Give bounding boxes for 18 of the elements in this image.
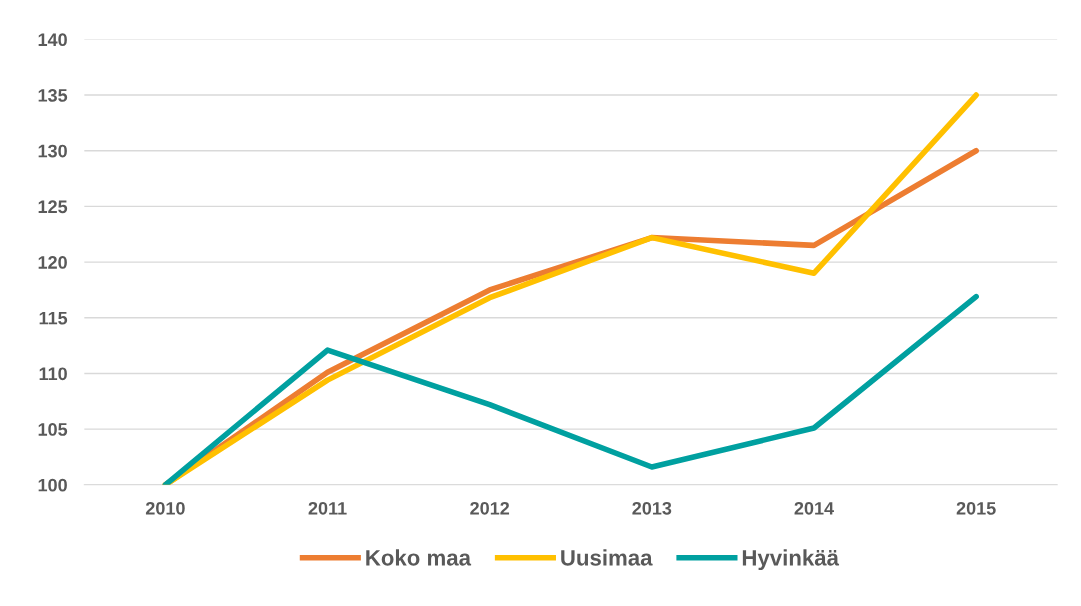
x-tick-label: 2010 [145, 501, 185, 515]
y-tick-label: 130 [38, 144, 67, 158]
y-tick-label: 105 [38, 423, 68, 436]
y-tick-label: 115 [39, 311, 68, 325]
y-tick-label: 125 [38, 200, 68, 214]
x-tick-label: 2011 [308, 501, 347, 515]
x-tick-label: 2013 [632, 501, 672, 515]
x-tick-label: 2012 [470, 501, 510, 515]
x-tick-label: 2014 [794, 501, 834, 515]
legend-label: Hyvinkää [742, 549, 840, 571]
y-tick-label: 135 [38, 89, 68, 102]
x-tick-label: 2015 [956, 501, 996, 515]
legend-label: Koko maa [366, 549, 472, 566]
y-tick-label: 120 [38, 256, 67, 269]
y-tick-label: 100 [38, 478, 67, 492]
y-tick-label: 110 [39, 367, 67, 381]
legend-label: Uusimaa [561, 549, 653, 566]
y-tick-label: 140 [38, 33, 67, 47]
